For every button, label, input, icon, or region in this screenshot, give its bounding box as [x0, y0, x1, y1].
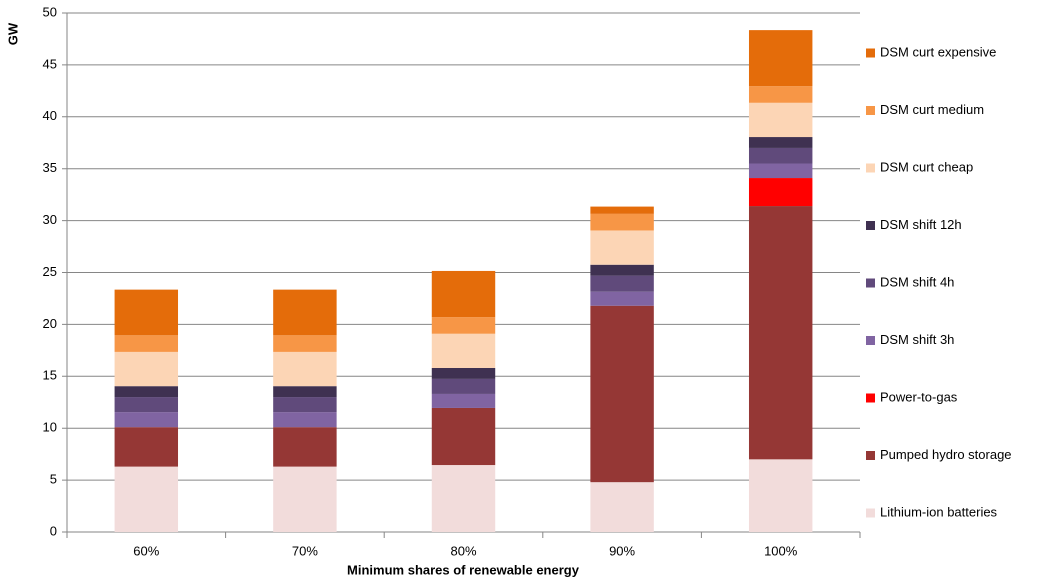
bar-segment [273, 412, 337, 428]
bar-segment [431, 465, 496, 532]
bar-segment [590, 305, 654, 483]
x-tick-label: 70% [292, 543, 318, 558]
bar-segment [273, 427, 337, 467]
bar-segment [748, 163, 813, 179]
x-tick-label: 60% [133, 543, 159, 558]
bar-segment [273, 289, 337, 336]
legend-swatch [866, 508, 875, 518]
bar-segment [431, 393, 496, 408]
y-tick-label: 50 [43, 4, 57, 19]
legend-label: Lithium-ion batteries [880, 504, 998, 519]
bar-segment [748, 206, 813, 460]
bar-segment [273, 397, 337, 413]
legend-label: DSM curt cheap [880, 159, 973, 174]
bar-segment [431, 367, 496, 379]
bar-segment [590, 275, 654, 292]
legend-label: DSM curt expensive [880, 44, 996, 59]
bar-segment [748, 102, 813, 138]
bar-segment [431, 378, 496, 394]
legend-swatch [866, 278, 875, 288]
bar-segment [748, 86, 813, 103]
legend-label: Pumped hydro storage [880, 447, 1012, 462]
legend-label: DSM shift 4h [880, 274, 954, 289]
bar-segment [114, 412, 179, 428]
bar-segment [748, 137, 813, 148]
legend-label: DSM shift 3h [880, 332, 954, 347]
x-axis-label: Minimum shares of renewable energy [347, 562, 580, 577]
x-tick-label: 90% [609, 543, 635, 558]
y-tick-label: 35 [43, 160, 57, 175]
y-tick-label: 40 [43, 108, 57, 123]
bar-segment [114, 386, 179, 398]
x-tick-label: 100% [764, 543, 798, 558]
bar-segment [114, 351, 179, 387]
bar-segment [431, 407, 496, 466]
y-tick-label: 15 [43, 368, 57, 383]
bar-segment [114, 289, 179, 336]
bar-segment [273, 335, 337, 352]
bar-segment [590, 213, 654, 231]
x-tick-label: 80% [450, 543, 476, 558]
y-tick-label: 0 [50, 523, 57, 538]
legend-swatch [866, 221, 875, 230]
legend-swatch [866, 106, 875, 115]
legend-swatch [866, 393, 875, 403]
bar-segment [114, 335, 179, 352]
bar-segment [431, 317, 496, 334]
bar-segment [273, 466, 337, 532]
bar-segment [114, 466, 179, 532]
y-tick-label: 20 [43, 316, 57, 331]
y-tick-label: 5 [50, 472, 57, 487]
legend-label: DSM curt medium [880, 102, 984, 117]
bar-segment [273, 351, 337, 387]
legend-swatch [866, 48, 875, 58]
y-axis-label: GW [5, 22, 20, 45]
y-tick-label: 45 [43, 56, 57, 71]
bar-segment [114, 397, 179, 413]
bar-segment [590, 206, 654, 214]
bar-segment [748, 147, 813, 164]
bar-segment [431, 270, 496, 318]
bar-segment [748, 178, 813, 207]
legend-label: DSM shift 12h [880, 217, 962, 232]
bar-segment [114, 427, 179, 467]
bar-segment [590, 482, 654, 532]
bar-segment [590, 264, 654, 276]
y-tick-label: 25 [43, 264, 57, 279]
legend-label: Power-to-gas [880, 389, 958, 404]
bar-segment [590, 230, 654, 265]
bar-segment [273, 386, 337, 398]
y-tick-label: 30 [43, 212, 57, 227]
legend-swatch [866, 163, 875, 173]
legend-swatch [866, 336, 875, 345]
legend-swatch [866, 451, 875, 460]
bar-segment [431, 333, 496, 368]
y-tick-label: 10 [43, 420, 57, 435]
bar-segment [748, 30, 813, 87]
bar-segment [748, 459, 813, 532]
bar-segment [590, 291, 654, 306]
